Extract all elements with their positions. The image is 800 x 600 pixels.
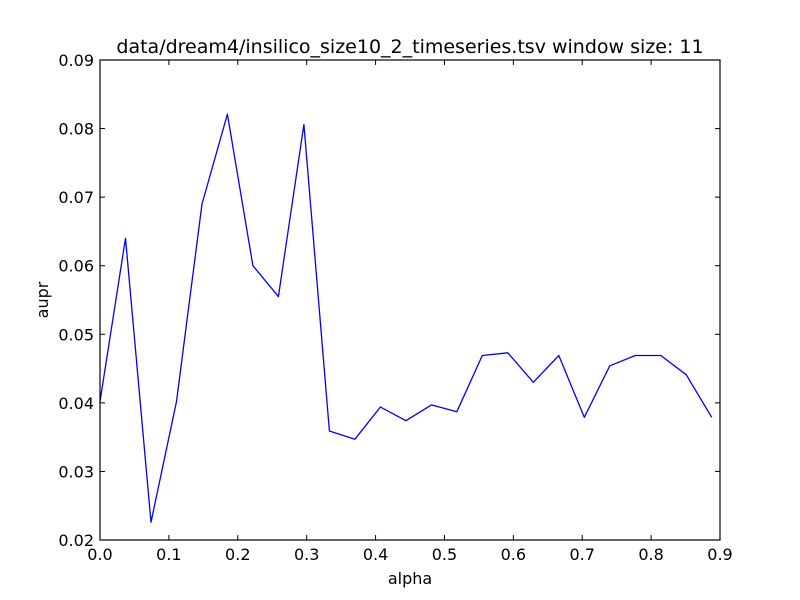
x-tick-label: 0.2	[225, 545, 250, 564]
y-tick-label: 0.09	[58, 51, 94, 70]
x-axis-label: alpha	[388, 569, 432, 588]
x-tick-label: 0.4	[363, 545, 388, 564]
y-tick-label: 0.05	[58, 325, 94, 344]
y-tick-label: 0.04	[58, 394, 94, 413]
y-tick-label: 0.03	[58, 462, 94, 481]
y-tick-label: 0.06	[58, 257, 94, 276]
series-line	[99, 113, 713, 523]
chart-title: data/dream4/insilico_size10_2_timeseries…	[116, 36, 703, 58]
x-tick-label: 0.6	[501, 545, 526, 564]
y-tick-label: 0.07	[58, 188, 94, 207]
x-tick-label: 0.7	[569, 545, 594, 564]
x-tick-label: 0.8	[638, 545, 663, 564]
y-tick-label: 0.08	[58, 120, 94, 139]
x-tick-label: 0.9	[707, 545, 732, 564]
x-tick-label: 0.1	[156, 545, 181, 564]
plot-frame	[99, 59, 721, 541]
y-tick-label: 0.02	[58, 531, 94, 550]
x-tick-label: 0.5	[432, 545, 457, 564]
x-tick-label: 0.0	[87, 545, 112, 564]
x-tick-label: 0.3	[294, 545, 319, 564]
axis-ticks: 0.0 0.1 0.2 0.3 0.4 0.5 0.6 0.7 0.8 0.9 0.02 0.03 0.…	[58, 51, 732, 564]
y-axis-label: aupr	[33, 281, 52, 318]
